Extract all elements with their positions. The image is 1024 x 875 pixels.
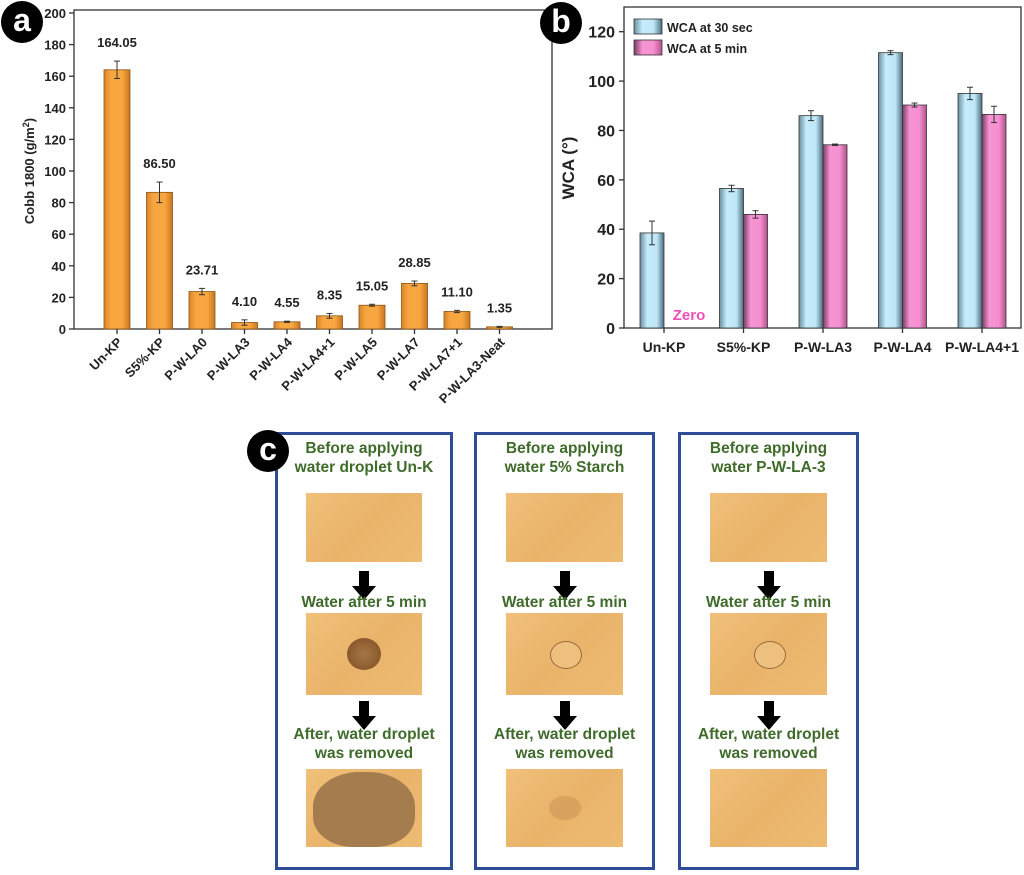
paper-photo-before [306,493,422,562]
y-tick-label: 120 [588,25,615,42]
paper-photo-droplet [505,613,624,695]
y-tick-label: 20 [597,272,615,289]
data-label: 28.85 [398,255,431,270]
paper-photo-after-removal [505,769,624,847]
water-droplet [753,641,786,669]
sample-column-3: Before applying water P-W-LA-3 Water afte… [678,432,859,870]
y-tick-label: 180 [44,38,66,53]
water-droplet [549,641,582,669]
panel-a-badge: a [1,1,43,43]
data-label: 86.50 [143,156,176,171]
x-tick-label: Un-KP [643,339,686,355]
x-tick-label: S5%-KP [717,339,771,355]
water-droplet [346,638,381,670]
stain-mark [548,796,581,820]
y-tick-label: 120 [44,132,66,147]
x-tick-label: P-W-LA3 [794,339,852,355]
y-tick-label: 20 [52,290,66,305]
y-tick-label: 0 [59,322,66,337]
paper-photo-after-removal [709,769,828,847]
bar [401,283,428,330]
y-tick-label: 100 [588,74,615,91]
sample-column-2: Before applying water 5% Starch Water aft… [474,432,655,870]
y-tick-label: 60 [597,173,615,190]
bar [358,304,386,330]
legend-label: WCA at 5 min [667,42,747,56]
bar [957,93,983,329]
before-label: Before applying water 5% Starch [504,440,625,476]
y-tick-label: 40 [597,222,615,239]
x-tick-label: P-W-LA4+1 [945,339,1019,355]
paper-photo-before [505,493,624,562]
data-label: 164.05 [97,35,137,50]
y-tick-label: 160 [44,69,66,84]
bar [798,115,824,329]
sample-column-1: Before applying water droplet Un-K Water … [275,432,453,870]
bar [639,232,665,329]
stain-mark [313,772,415,847]
after-5min-label: Water after 5 min [501,594,628,611]
bar [719,188,744,329]
x-tick-label: P-W-LA3 [204,335,253,384]
y-axis-label: WCA (°) [560,137,578,200]
plot-frame [73,9,553,330]
legend-label: WCA at 30 sec [667,21,753,35]
data-label: 1.35 [487,300,512,315]
before-label: Before applying water P-W-LA-3 [709,440,828,476]
legend-swatch [633,39,663,56]
data-label: 4.55 [274,295,299,310]
x-tick-label: P-W-LA0 [161,335,210,384]
y-tick-label: 40 [52,259,66,274]
y-tick-label: 80 [597,123,615,140]
bar [878,52,903,329]
before-label: Before applying water droplet Un-K [294,440,434,476]
data-label: 8.35 [317,287,342,302]
data-label: 11.10 [441,284,473,299]
x-tick-label: Un-KP [86,334,125,373]
panel-b-badge: b [540,2,582,44]
y-tick-label: 60 [52,227,66,242]
after-5min-label: Water after 5 min [301,594,427,611]
y-tick-label: 140 [44,101,66,116]
wca-chart: Zero 0 20 40 60 80 100 120 Un-KP S5%-KP P-W-LA3 P-… [560,6,1022,355]
y-tick-label: 200 [44,6,66,21]
paper-photo-before [709,493,828,562]
bar [188,291,216,330]
bar [902,104,927,329]
y-tick-label: 80 [52,196,66,211]
paper-photo-droplet [709,613,828,695]
data-label: 23.71 [186,262,219,277]
y-tick-label: 0 [606,321,615,338]
removed-label: After, water droplet was removed [293,726,435,762]
bar [103,69,131,330]
x-tick-label: P-W-LA4 [873,339,931,355]
paper-photo-after-removal [306,769,422,847]
data-label: 15.05 [356,278,389,293]
y-axis-label: Cobb 1800 (g/m2) [21,118,37,224]
panel-c-badge: c [247,430,289,472]
after-5min-label: Water after 5 min [705,594,832,611]
removed-label: After, water droplet was removed [697,726,840,762]
bar [443,311,471,330]
x-tick-label: P-W-LA5 [331,335,380,384]
bar [146,191,173,330]
data-label: 4.10 [232,294,257,309]
legend-swatch [633,18,663,35]
y-tick-label: 100 [44,164,66,179]
zero-annotation: Zero [673,307,706,324]
bar [743,214,768,329]
bar [981,114,1007,329]
paper-photo-droplet [306,613,422,695]
removed-label: After, water droplet was removed [493,726,636,762]
bar [822,144,848,329]
cobb-chart: 164.05 86.50 23.71 4.10 4.55 8.35 15.05 28.85 11… [21,6,553,406]
